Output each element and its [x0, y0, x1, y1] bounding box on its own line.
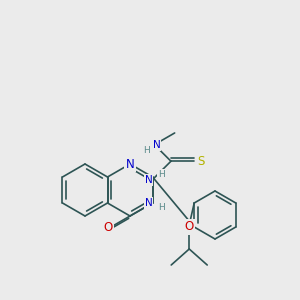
Text: N: N: [145, 175, 152, 184]
Text: N: N: [152, 140, 160, 150]
Text: H: H: [158, 203, 165, 212]
Text: H: H: [143, 146, 150, 155]
Text: O: O: [103, 220, 112, 233]
Text: O: O: [184, 220, 194, 233]
Text: N: N: [126, 158, 134, 170]
Text: H: H: [158, 170, 165, 179]
Text: N: N: [145, 198, 152, 208]
Text: S: S: [198, 155, 205, 168]
